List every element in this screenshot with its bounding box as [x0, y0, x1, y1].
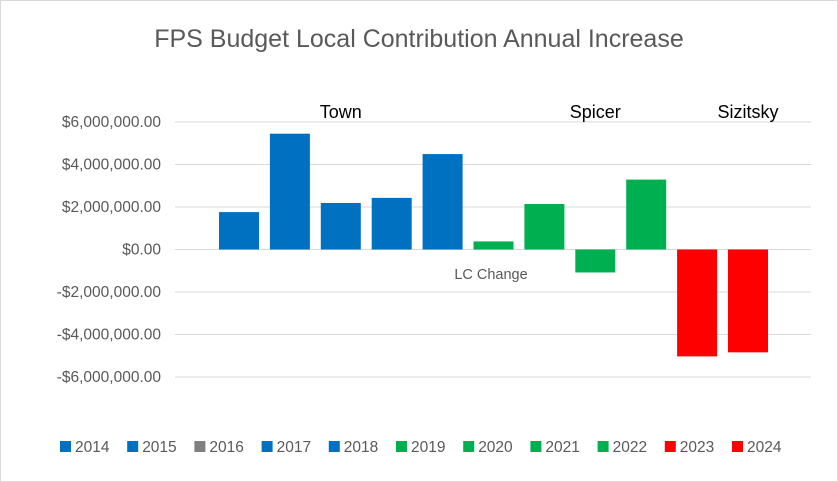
- category-label: LC Change: [454, 267, 527, 283]
- bar-2019: [473, 241, 514, 250]
- annotation-town: Town: [320, 102, 362, 122]
- legend-item-2021: 2021: [530, 439, 580, 456]
- y-tick-label: -$2,000,000.00: [57, 284, 162, 301]
- y-axis-labels: $6,000,000.00 $4,000,000.00 $2,000,000.00 $…: [57, 114, 162, 386]
- y-tick-label: $6,000,000.00: [62, 114, 162, 131]
- y-tick-label: $2,000,000.00: [62, 199, 162, 216]
- legend-label: 2014: [75, 439, 110, 456]
- legend-swatch: [261, 441, 273, 452]
- bar-2014: [219, 212, 259, 250]
- legend-label: 2022: [613, 439, 647, 456]
- y-tick-label: $4,000,000.00: [62, 157, 162, 174]
- legend-label: 2016: [209, 439, 243, 456]
- bar-2018: [422, 154, 463, 250]
- legend-item-2024: 2024: [732, 439, 782, 456]
- legend-item-2016: 2016: [194, 439, 244, 456]
- legend-label: 2021: [545, 439, 579, 456]
- legend: 2014 2015 2016 2017 2018 2019 2020 2021 2022 2023…: [60, 439, 782, 456]
- legend-label: 2024: [747, 439, 782, 456]
- legend-item-2019: 2019: [396, 439, 445, 456]
- bar-2021: [575, 249, 616, 273]
- y-tick-label: -$4,000,000.00: [57, 327, 162, 344]
- bars: [219, 133, 768, 357]
- legend-item-2023: 2023: [664, 439, 714, 456]
- y-tick-label: -$6,000,000.00: [57, 369, 162, 386]
- legend-label: 2018: [344, 439, 378, 456]
- legend-item-2020: 2020: [463, 439, 513, 456]
- legend-item-2022: 2022: [597, 439, 647, 456]
- bar-2016: [320, 202, 361, 250]
- legend-swatch: [530, 441, 542, 452]
- bar-2022: [626, 179, 667, 250]
- legend-swatch: [463, 441, 475, 452]
- legend-item-2015: 2015: [127, 439, 177, 456]
- legend-item-2017: 2017: [261, 439, 311, 456]
- annotation-spicer: Spicer: [570, 102, 621, 122]
- legend-label: 2023: [680, 439, 714, 456]
- bar-2015: [269, 133, 310, 250]
- legend-label: 2015: [142, 439, 176, 456]
- legend-label: 2017: [277, 439, 311, 456]
- legend-swatch: [396, 441, 407, 452]
- legend-swatch: [664, 441, 676, 452]
- legend-swatch: [60, 441, 71, 452]
- legend-swatch: [597, 441, 609, 452]
- bar-2020: [524, 204, 565, 250]
- legend-item-2018: 2018: [328, 439, 378, 456]
- legend-label: 2020: [478, 439, 513, 456]
- legend-label: 2019: [411, 439, 445, 456]
- annotations: Town Spicer Sizitsky: [320, 102, 779, 122]
- legend-swatch: [732, 441, 743, 452]
- legend-swatch: [328, 441, 340, 452]
- chart-title: FPS Budget Local Contribution Annual Inc…: [154, 25, 684, 53]
- bar-2017: [371, 197, 412, 250]
- annotation-sizitsky: Sizitsky: [717, 102, 778, 122]
- legend-swatch: [194, 441, 206, 452]
- y-tick-label: $0.00: [122, 242, 161, 259]
- legend-swatch: [127, 441, 139, 452]
- legend-item-2014: 2014: [60, 439, 110, 456]
- bar-2023: [677, 249, 718, 357]
- bar-2024: [728, 249, 768, 353]
